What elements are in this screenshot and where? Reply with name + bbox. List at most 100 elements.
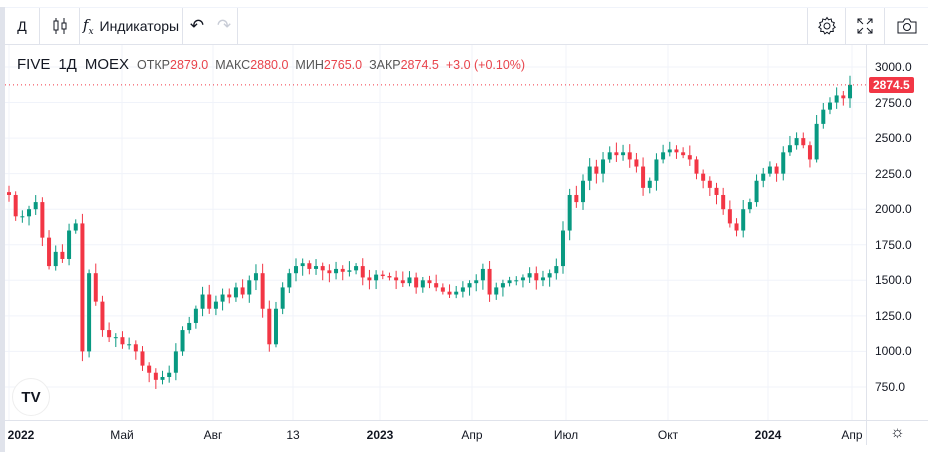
candle [547, 269, 552, 287]
candle [127, 337, 132, 350]
candle [787, 135, 792, 156]
candle [400, 271, 405, 288]
candle [601, 152, 606, 183]
price-tick: 1250.0 [875, 308, 912, 323]
candle [213, 295, 218, 316]
candle [500, 279, 505, 297]
redo-icon: ↷ [216, 16, 232, 35]
candle [747, 198, 752, 214]
candle [227, 288, 232, 304]
candle [320, 262, 325, 281]
candle [193, 305, 198, 329]
candle [360, 258, 365, 286]
candle [347, 261, 352, 277]
candle [427, 275, 432, 289]
price-tick: 2500.0 [875, 131, 912, 146]
tradingview-logo[interactable]: TV [12, 378, 50, 416]
candle [120, 331, 125, 349]
candle [47, 230, 52, 270]
candle [140, 346, 145, 371]
axis-settings-button[interactable]: ☼ [866, 420, 928, 445]
candle [287, 268, 292, 294]
candle [614, 142, 619, 162]
candle [507, 276, 512, 287]
candle [160, 370, 165, 385]
candle [687, 145, 692, 166]
candle [107, 322, 112, 343]
open-value: 2879.0 [170, 58, 209, 72]
candle [327, 264, 332, 283]
candle [27, 205, 32, 226]
time-tick: 2022 [7, 428, 35, 442]
price-chart[interactable] [5, 45, 866, 420]
candle [67, 223, 72, 266]
interval-button[interactable]: Д [5, 8, 40, 44]
candle [794, 132, 799, 150]
candle [300, 258, 305, 276]
candle [707, 176, 712, 196]
candle [454, 285, 459, 299]
candle [414, 272, 419, 294]
indicators-label: Индикаторы [99, 18, 180, 34]
candle [147, 362, 152, 383]
time-tick: Апр [461, 428, 483, 442]
candle [280, 282, 285, 315]
indicators-button[interactable]: fx Индикаторы [80, 8, 183, 44]
candle [260, 263, 265, 318]
candle [848, 75, 852, 108]
candle [821, 102, 826, 129]
price-axis[interactable]: 2874.5 3000.0 2750.0 2500.0 2250.0 2000.0 175… [866, 45, 928, 420]
legend-exchange: MOEX [84, 56, 130, 73]
gear-icon [817, 16, 836, 35]
candle [567, 188, 572, 241]
candle [520, 274, 525, 288]
redo-button[interactable]: ↷ [211, 8, 238, 44]
top-toolbar: Д fx Индикаторы ↶ ↷ [5, 7, 928, 45]
chart-type-button[interactable] [40, 8, 80, 44]
candle [273, 301, 278, 348]
candle [667, 141, 672, 157]
candle [7, 185, 11, 202]
candle [394, 270, 399, 290]
candle [834, 87, 839, 109]
snapshot-button[interactable] [884, 8, 928, 44]
candle [654, 153, 659, 191]
interval-label: Д [17, 18, 27, 34]
candle [420, 277, 425, 293]
candle [447, 284, 452, 298]
candle [560, 221, 565, 274]
fullscreen-button[interactable] [845, 8, 884, 44]
candle [220, 288, 225, 311]
candle [73, 219, 78, 234]
time-axis[interactable]: 2022 Май Авг 13 2023 Апр Июл Окт 2024 Апр [5, 420, 866, 445]
candle [607, 146, 612, 163]
candle [494, 282, 499, 300]
undo-button[interactable]: ↶ [183, 8, 211, 44]
candle [167, 365, 172, 383]
close-label: ЗАКР [369, 58, 401, 72]
price-tick: 2750.0 [875, 95, 912, 110]
candle [307, 260, 312, 275]
price-tick: 2250.0 [875, 166, 912, 181]
time-tick: 2023 [366, 428, 394, 442]
candle [434, 274, 439, 292]
legend-symbol[interactable]: FIVE [17, 56, 51, 73]
candle [721, 187, 726, 215]
candle [814, 114, 819, 163]
candle [374, 270, 379, 290]
candle [827, 97, 832, 115]
candle [173, 343, 178, 381]
high-value: 2880.0 [250, 58, 289, 72]
candle [487, 260, 492, 302]
left-toolbar-edge [0, 7, 5, 452]
camera-icon [897, 18, 916, 34]
candle [807, 141, 812, 168]
candle [474, 274, 479, 292]
time-tick: Июл [553, 428, 579, 442]
close-value: 2874.5 [400, 58, 439, 72]
high-label: МАКС [215, 58, 251, 72]
candle [661, 144, 666, 164]
time-tick: Май [110, 428, 134, 442]
candle [100, 295, 105, 337]
settings-button[interactable] [807, 8, 845, 44]
